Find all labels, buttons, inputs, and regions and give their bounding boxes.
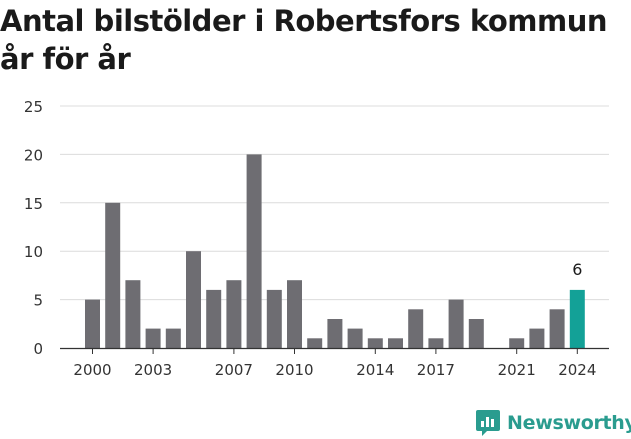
x-tick-label: 2017 xyxy=(417,361,455,379)
bar-2021 xyxy=(509,338,525,348)
x-tick-label: 2010 xyxy=(275,361,313,379)
bar-2004 xyxy=(165,328,181,348)
bar-2009 xyxy=(266,289,282,348)
x-tick-label: 2014 xyxy=(356,361,394,379)
x-tick-label: 2003 xyxy=(134,361,172,379)
y-tick-label: 10 xyxy=(24,243,43,261)
newsworthy-logo-icon xyxy=(476,410,500,436)
bar-2011 xyxy=(307,338,323,348)
y-tick-label: 0 xyxy=(33,340,43,358)
y-axis-ticks: 0 5 10 15 20 25 xyxy=(24,98,43,358)
bar-2005 xyxy=(186,251,201,348)
bar-2000 xyxy=(85,299,100,348)
x-tick-label: 2007 xyxy=(215,361,253,379)
bar-2013 xyxy=(347,328,363,348)
y-tick-label: 25 xyxy=(24,98,43,116)
bar-2019 xyxy=(468,319,484,348)
bar-2007 xyxy=(226,280,242,348)
x-tick-label: 2021 xyxy=(498,361,536,379)
newsworthy-logo: Newsworthy xyxy=(475,407,631,439)
chart-title: Antal bilstölder i Robertsfors kommun år… xyxy=(0,4,608,76)
bars xyxy=(85,154,585,348)
bar-2014 xyxy=(367,338,383,348)
data-label-2024: 6 xyxy=(572,260,582,279)
bar-2003 xyxy=(145,328,161,348)
data-labels: 6 xyxy=(572,260,582,279)
y-tick-label: 15 xyxy=(24,195,43,213)
bar-2016 xyxy=(408,309,424,348)
bar-2022 xyxy=(529,328,545,348)
newsworthy-logo-text: Newsworthy xyxy=(507,412,631,434)
y-tick-label: 20 xyxy=(24,146,43,164)
gridlines xyxy=(60,105,609,301)
x-axis-ticks: 2000 2003 2007 2010 2014 2017 2021 2024 xyxy=(73,348,596,379)
bar-2008 xyxy=(246,154,262,348)
bar-2015 xyxy=(388,338,403,348)
y-tick-label: 5 xyxy=(33,292,43,310)
bar-2017 xyxy=(428,338,444,348)
bar-2001 xyxy=(105,202,121,348)
x-tick-label: 2000 xyxy=(73,361,111,379)
bar-2012 xyxy=(327,319,343,348)
x-tick-label: 2024 xyxy=(558,361,596,379)
bar-2024 xyxy=(569,289,585,348)
bar-2006 xyxy=(206,289,222,348)
bar-2023 xyxy=(549,309,565,348)
bar-2018 xyxy=(448,299,464,348)
bar-2010 xyxy=(287,280,302,348)
bar-2002 xyxy=(125,280,141,348)
